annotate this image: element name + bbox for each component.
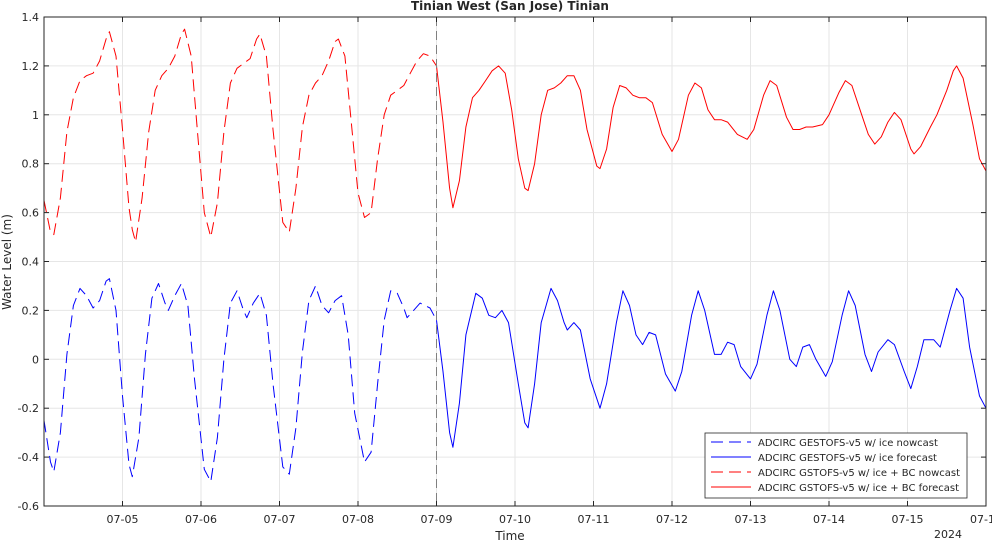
y-tick-label: 0.2 bbox=[22, 304, 40, 317]
series-line-1 bbox=[436, 287, 987, 448]
y-tick-label: 1.4 bbox=[22, 11, 40, 24]
y-tick-label: -0.4 bbox=[18, 451, 39, 464]
y-tick-label: 1 bbox=[32, 109, 39, 122]
legend-label-0: ADCIRC GESTOFS-v5 w/ ice nowcast bbox=[758, 438, 938, 449]
x-axis-ticks: 07-05 07-06 07-07 07-08 07-09 07-10 07-11 07-12… bbox=[107, 17, 992, 526]
y-tick-label: 0 bbox=[32, 353, 39, 366]
x-tick-label: 07-13 bbox=[735, 513, 767, 526]
x-tick-label: 07-15 bbox=[892, 513, 924, 526]
series-line-3 bbox=[436, 65, 987, 209]
x-tick-label: 07-07 bbox=[264, 513, 296, 526]
x-axis-year-label: 2024 bbox=[934, 528, 962, 541]
x-axis-label: Time bbox=[494, 529, 524, 541]
series-line-0 bbox=[43, 278, 437, 483]
y-axis-ticks: -0.6 -0.4 -0.2 0 0.2 0.4 0.6 0.8 1 1.2 1.4 bbox=[18, 11, 986, 513]
legend-label-1: ADCIRC GESTOFS-v5 w/ ice forecast bbox=[758, 453, 937, 464]
y-axis-label: Water Level (m) bbox=[0, 214, 14, 310]
legend-label-2: ADCIRC GSTOFS-v5 w/ ice + BC nowcast bbox=[758, 468, 960, 479]
y-tick-label: -0.6 bbox=[18, 500, 39, 513]
series-layer bbox=[43, 28, 987, 483]
x-tick-label: 07-05 bbox=[107, 513, 139, 526]
x-tick-label: 07-11 bbox=[578, 513, 610, 526]
x-tick-label: 07-16 bbox=[970, 513, 992, 526]
legend-label-3: ADCIRC GSTOFS-v5 w/ ice + BC forecast bbox=[758, 483, 959, 494]
series-line-2 bbox=[43, 28, 437, 243]
y-tick-label: -0.2 bbox=[18, 402, 39, 415]
x-tick-label: 07-08 bbox=[342, 513, 374, 526]
y-tick-label: 0.4 bbox=[22, 256, 40, 269]
plot-area bbox=[44, 16, 987, 507]
x-tick-label: 07-10 bbox=[499, 513, 531, 526]
legend: ADCIRC GESTOFS-v5 w/ ice nowcast ADCIRC G… bbox=[704, 432, 968, 499]
x-tick-label: 07-12 bbox=[656, 513, 688, 526]
chart-title: Tinian West (San Jose) Tinian bbox=[411, 0, 609, 13]
x-tick-label: 07-06 bbox=[185, 513, 217, 526]
y-tick-label: 0.8 bbox=[22, 158, 40, 171]
x-tick-label: 07-09 bbox=[421, 513, 453, 526]
x-tick-label: 07-14 bbox=[813, 513, 845, 526]
y-tick-label: 0.6 bbox=[22, 207, 40, 220]
y-tick-label: 1.2 bbox=[22, 60, 40, 73]
